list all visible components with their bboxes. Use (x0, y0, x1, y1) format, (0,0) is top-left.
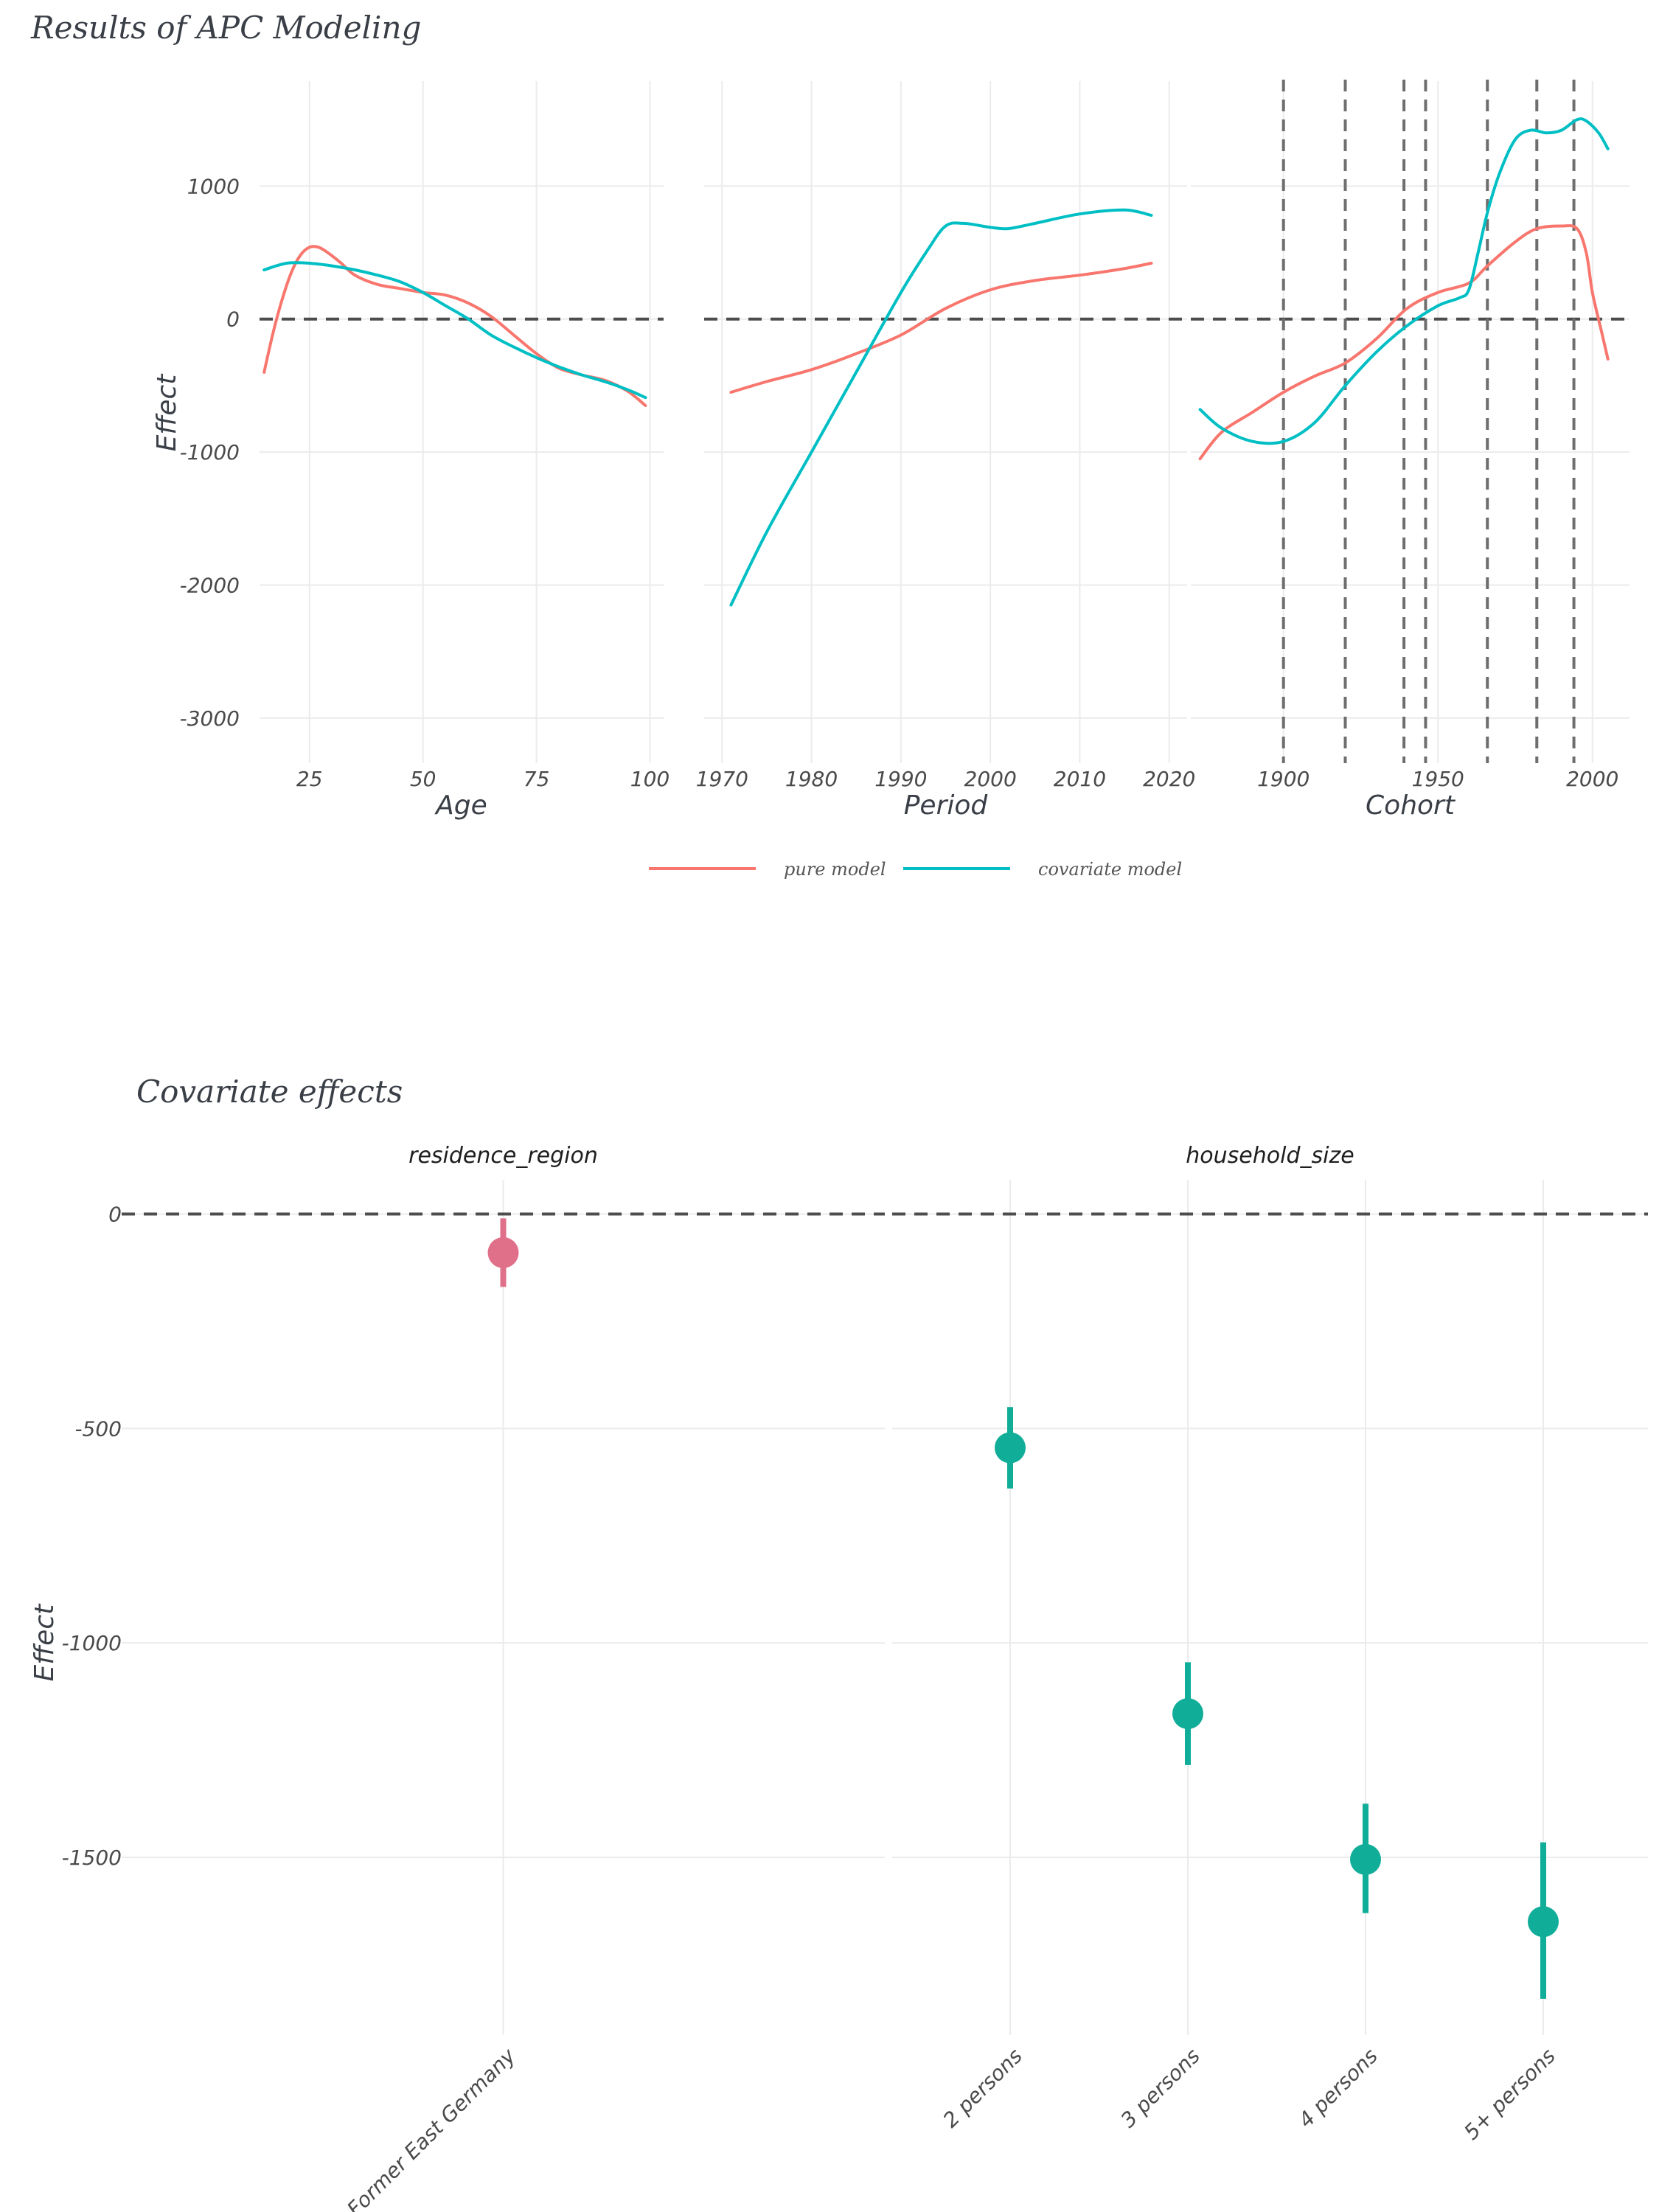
legend-label: covariate model (1038, 859, 1182, 880)
x-tick-label: 100 (630, 767, 669, 791)
y-tick-label: 0 (226, 307, 240, 332)
y-tick-label: -2000 (180, 574, 240, 598)
effect-point (1350, 1843, 1381, 1875)
effect-point (1528, 1906, 1559, 1938)
x-tick-label: 2000 (1566, 767, 1618, 791)
covariate-model-line (1198, 117, 1610, 445)
y-axis-title: Effect (152, 373, 182, 452)
x-tick-label: 2020 (1143, 767, 1195, 791)
covariate-chart: Covariate effects 0 -500 -1000 -1500 Effect re… (29, 1074, 1648, 2212)
chart-title: Covariate effects (136, 1074, 403, 1110)
y-tick-label: 1000 (187, 174, 240, 198)
chart-title: Results of APC Modeling (30, 10, 421, 46)
x-tick-label: 75 (524, 767, 550, 791)
x-tick-label: 2 persons (939, 2044, 1027, 2132)
x-tick-label: 1990 (874, 767, 927, 791)
panel-residence-region: residence_region Former East Germany (122, 1143, 885, 2212)
pure-model-line (729, 262, 1153, 394)
x-axis-title: Period (904, 790, 989, 821)
x-tick-label: 1980 (785, 767, 838, 791)
y-tick-label: -1500 (62, 1846, 122, 1870)
covariate-model-line (729, 208, 1153, 607)
pure-model-line (262, 245, 647, 407)
panel-cohort: 1900 1950 2000 Cohort (1191, 80, 1630, 821)
legend: pure model covariate model (649, 859, 1182, 880)
x-tick-label: 3 persons (1116, 2044, 1205, 2132)
y-tick-label: -1000 (180, 440, 240, 465)
x-tick-label: 1900 (1257, 767, 1310, 791)
x-tick-label: 1950 (1412, 767, 1464, 791)
x-tick-label: 50 (410, 767, 437, 791)
apc-chart: Results of APC Modeling 1000 0 -1000 -2000 -3… (30, 10, 1630, 880)
x-axis-title: Age (434, 790, 487, 821)
x-tick-label: 1970 (696, 767, 748, 791)
x-tick-label: 4 persons (1294, 2044, 1382, 2132)
y-tick-label: -3000 (180, 706, 240, 731)
effect-point (487, 1237, 519, 1268)
y-tick-label: -1000 (62, 1631, 122, 1655)
strip-label: residence_region (408, 1143, 598, 1169)
panel-period: 1970 1980 1990 2000 2010 2020 Period (696, 81, 1195, 821)
x-tick-label: Former East Germany (342, 2043, 521, 2212)
pure-model-line (1198, 224, 1610, 461)
covariate-model-line (262, 261, 647, 400)
legend-label: pure model (784, 859, 886, 880)
strip-label: household_size (1186, 1143, 1354, 1169)
effect-point (995, 1432, 1026, 1464)
panel-age: 25 50 75 100 Age (260, 81, 669, 821)
x-tick-label: 2010 (1054, 767, 1106, 791)
panel-household-size: household_size 2 persons 3 persons 4 person… (892, 1143, 1648, 2145)
x-tick-label: 2000 (964, 767, 1017, 791)
x-axis-title: Cohort (1366, 790, 1456, 821)
y-tick-label: 0 (108, 1203, 122, 1227)
effect-point (1172, 1698, 1203, 1730)
y-axis-title: Effect (29, 1603, 60, 1682)
y-tick-label: -500 (74, 1416, 122, 1441)
x-tick-label: 5+ persons (1459, 2044, 1560, 2145)
x-tick-label: 25 (296, 767, 323, 791)
